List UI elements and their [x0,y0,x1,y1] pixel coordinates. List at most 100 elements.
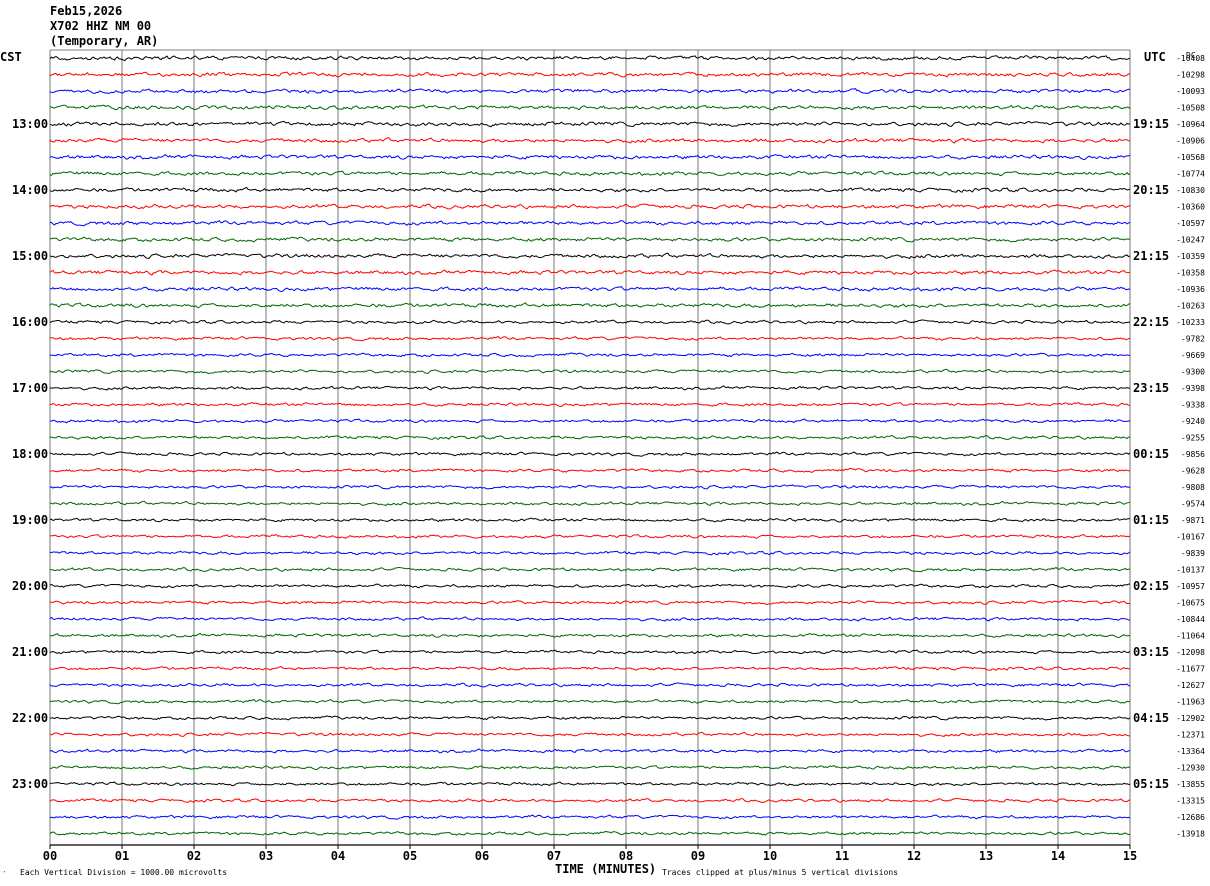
dc-offset-label: -10247 [1176,236,1205,245]
dc-offset-label: -10137 [1176,566,1205,575]
dc-offset-label: -13364 [1176,747,1205,756]
x-tick-label-05: 05 [403,849,417,863]
right-hour-label: 00:15 [1133,447,1169,461]
left-hour-label: 22:00 [12,711,48,725]
trace-row-42 [49,731,1131,738]
footer-scale-note: Each Vertical Division = 1000.00 microvo… [20,868,227,877]
x-tick-label-07: 07 [547,849,561,863]
dc-offset-label: -9574 [1181,500,1205,509]
trace-row-17 [49,319,1131,325]
trace-row-13 [49,252,1131,260]
minute-grid [49,49,1131,846]
x-tick-label-10: 10 [763,849,777,863]
trace-row-34 [49,599,1131,605]
dc-offset-label: -12098 [1176,648,1205,657]
left-hour-label: 20:00 [12,579,48,593]
dc-offset-label: -10675 [1176,599,1205,608]
dc-offset-label: -10263 [1176,302,1205,311]
trace-row-4 [49,104,1131,111]
trace-row-30 [49,533,1131,539]
trace-row-12 [49,236,1131,243]
trace-row-29 [49,517,1131,523]
dc-offset-label: -12627 [1176,681,1205,690]
dc-offset-label: -11963 [1176,698,1205,707]
right-hour-label: 23:15 [1133,381,1169,395]
trace-row-37 [49,649,1131,655]
left-hour-label: 19:00 [12,513,48,527]
dc-offset-labels: -10408 -10298 -10093 -10508 -10964 -10906 -105… [1176,54,1205,839]
dc-offset-label: -9808 [1181,483,1205,492]
dc-offset-label: -9628 [1181,467,1205,476]
x-tick-labels: 00 01 02 03 04 05 06 07 08 09 10 11 12 13 14 15 [43,845,1137,863]
dc-offset-label: -10774 [1176,170,1205,179]
dc-offset-label: -10359 [1176,252,1205,261]
right-hour-label: 03:15 [1133,645,1169,659]
trace-row-18 [49,335,1131,342]
left-hour-labels: 13:00 14:00 15:00 16:00 17:00 18:00 19:00 20:00… [12,117,48,791]
left-hour-label: 13:00 [12,117,48,131]
dc-offset-label: -12686 [1176,813,1205,822]
trace-group [49,55,1131,836]
dc-offset-label: -10957 [1176,582,1205,591]
trace-row-25 [49,451,1131,457]
left-hour-label: 14:00 [12,183,48,197]
dc-offset-label: -10408 [1176,54,1205,63]
dc-offset-label: -10233 [1176,318,1205,327]
trace-row-48 [49,831,1131,836]
dc-offset-label: -9871 [1181,516,1205,525]
trace-row-8 [49,170,1131,177]
dc-offset-label: -9839 [1181,549,1205,558]
dc-offset-label: -10167 [1176,533,1205,542]
dc-offset-label: -10093 [1176,87,1205,96]
x-tick-label-08: 08 [619,849,633,863]
dc-offset-label: -9856 [1181,450,1205,459]
x-tick-label-01: 01 [115,849,129,863]
trace-row-16 [49,302,1131,309]
x-tick-label-09: 09 [691,849,705,863]
dc-offset-label: -12930 [1176,764,1205,773]
x-axis-label: TIME (MINUTES) [555,862,656,876]
footer-clip-note: Traces clipped at plus/minus 5 vertical … [662,868,898,877]
trace-row-26 [49,468,1131,473]
header-network: (Temporary, AR) [50,34,159,48]
left-hour-label: 18:00 [12,447,48,461]
dc-offset-label: -11677 [1176,665,1205,674]
trace-row-19 [49,352,1131,358]
trace-row-47 [49,814,1131,820]
x-tick-label-12: 12 [907,849,921,863]
trace-row-14 [49,269,1131,276]
trace-row-28 [49,500,1131,507]
trace-row-41 [49,715,1131,721]
x-tick-label-02: 02 [187,849,201,863]
right-hour-labels: 19:15 20:15 21:15 22:15 23:15 00:15 01:15 02:15… [1133,117,1169,791]
dc-offset-label: -10597 [1176,219,1205,228]
trace-row-21 [49,385,1131,391]
trace-row-31 [49,550,1131,556]
trace-row-33 [49,583,1131,589]
trace-row-36 [49,632,1131,639]
trace-row-2 [49,71,1131,78]
left-hour-label: 17:00 [12,381,48,395]
right-hour-label: 05:15 [1133,777,1169,791]
x-tick-label-06: 06 [475,849,489,863]
left-hour-label: 23:00 [12,777,48,791]
header-station: X702 HHZ NM 00 [50,19,152,33]
dc-offset-label: -9300 [1181,368,1205,377]
right-hour-label: 04:15 [1133,711,1169,725]
right-hour-label: 20:15 [1133,183,1169,197]
dc-offset-label: -11064 [1176,632,1205,641]
x-tick-label-11: 11 [835,849,849,863]
dc-offset-label: -13918 [1176,830,1205,839]
trace-row-27 [49,484,1131,490]
x-tick-label-15: 15 [1123,849,1137,863]
dc-offset-label: -10906 [1176,137,1205,146]
dc-offset-label: -10508 [1176,104,1205,113]
x-tick-label-00: 00 [43,849,57,863]
dc-offset-label: -10936 [1176,285,1205,294]
trace-row-44 [49,765,1131,771]
trace-row-5 [49,120,1131,128]
dc-offset-label: -10964 [1176,120,1205,129]
dc-offset-label: -10844 [1176,615,1205,624]
trace-row-35 [49,616,1131,622]
